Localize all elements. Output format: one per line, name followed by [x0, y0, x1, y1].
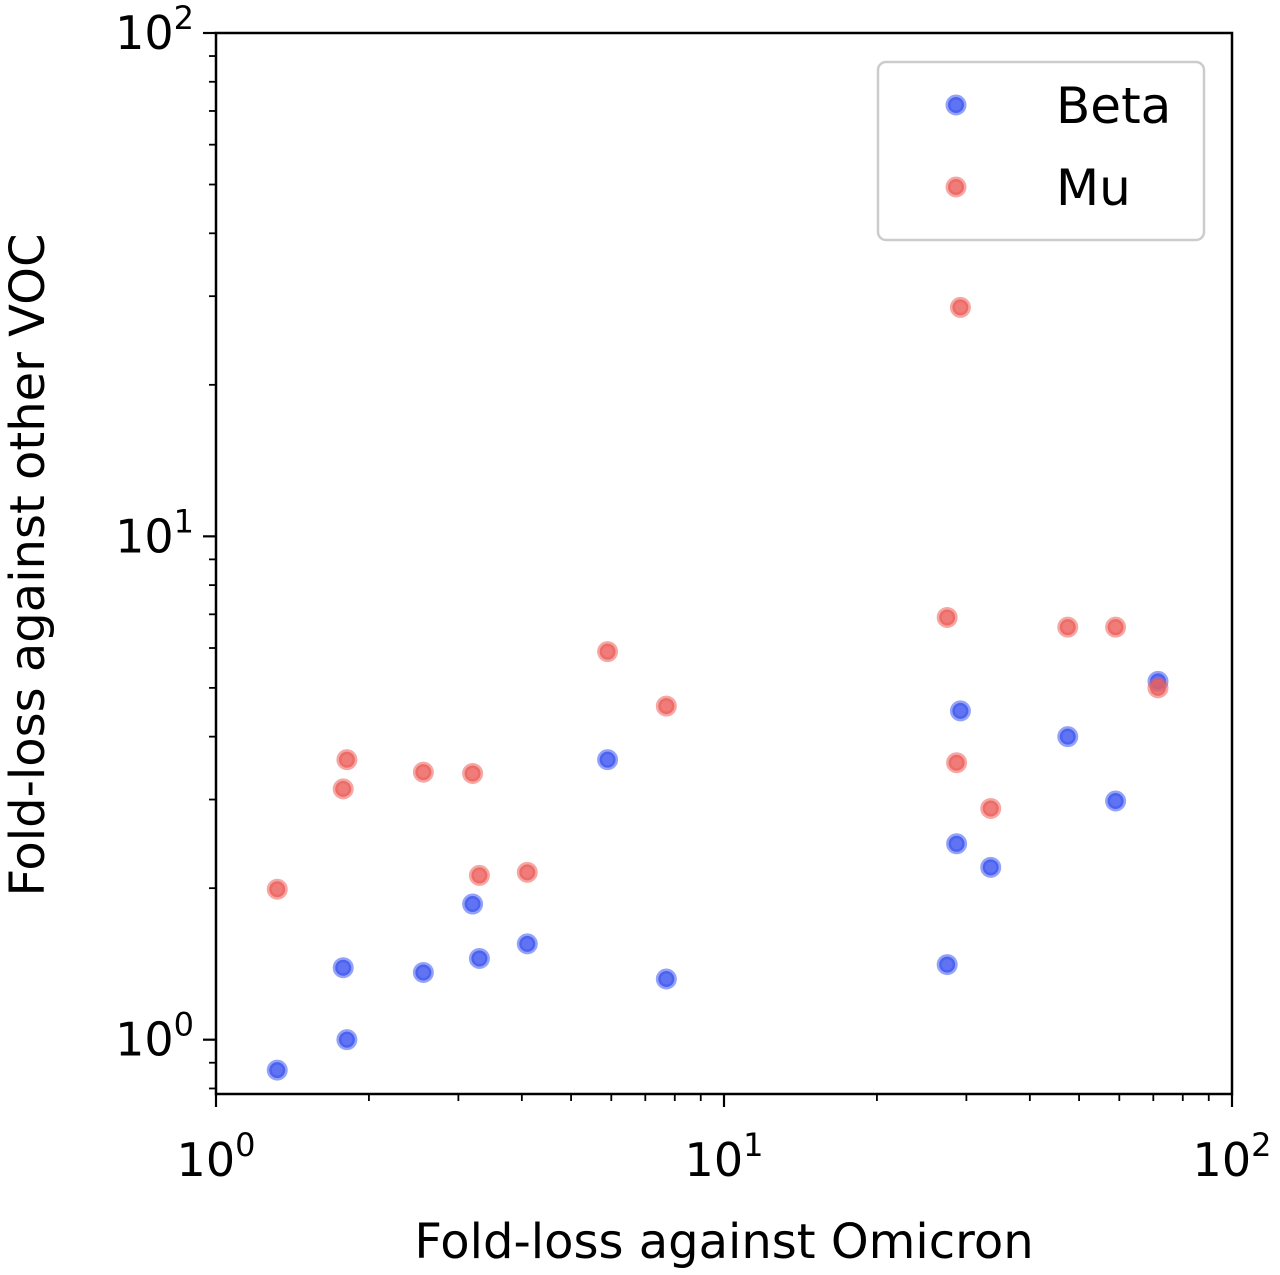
beta-point — [266, 1059, 288, 1081]
tick-labels: 100 101 102 100 101 102 — [115, 0, 1271, 1187]
mu-point — [266, 878, 288, 900]
mu-point — [946, 752, 968, 774]
beta-point — [332, 957, 354, 979]
mu-point — [462, 762, 484, 784]
mu-point — [1105, 616, 1127, 638]
beta-point — [468, 947, 490, 969]
major-ticks — [203, 31, 1234, 1107]
beta-point — [462, 893, 484, 915]
y-tick-label: 102 — [115, 0, 194, 60]
beta-point — [412, 961, 434, 983]
legend-marker-beta — [945, 94, 967, 116]
legend-label-mu: Mu — [1056, 159, 1131, 217]
mu-point — [936, 606, 958, 628]
x-axis-label: Fold-loss against Omicron — [414, 1214, 1033, 1270]
mu-point — [1057, 616, 1079, 638]
mu-point — [332, 778, 354, 800]
plot-frame — [214, 31, 1234, 1096]
mu-point — [655, 695, 677, 717]
mu-point — [516, 861, 538, 883]
mu-point — [468, 864, 490, 886]
y-tick-label: 101 — [115, 502, 194, 563]
beta-point — [655, 968, 677, 990]
mu-point — [1147, 677, 1169, 699]
beta-point — [1105, 790, 1127, 812]
legend-marker-mu — [945, 176, 967, 198]
beta-point — [1057, 726, 1079, 748]
data-points — [266, 296, 1169, 1081]
y-axis-label: Fold-loss against other VOC — [0, 234, 56, 897]
beta-point — [949, 700, 971, 722]
x-tick-label: 100 — [177, 1126, 256, 1187]
x-tick-label: 102 — [1193, 1126, 1272, 1187]
beta-point — [597, 749, 619, 771]
beta-point — [516, 933, 538, 955]
legend: Beta Mu — [876, 60, 1206, 242]
y-tick-label: 100 — [115, 1006, 194, 1067]
beta-point — [946, 833, 968, 855]
mu-point — [980, 797, 1002, 819]
beta-point — [980, 856, 1002, 878]
beta-point — [336, 1029, 358, 1051]
mu-point — [412, 761, 434, 783]
legend-label-beta: Beta — [1056, 77, 1171, 135]
mu-point — [336, 749, 358, 771]
mu-point — [949, 296, 971, 318]
beta-point — [936, 954, 958, 976]
mu-point — [597, 641, 619, 663]
x-tick-label: 101 — [685, 1126, 764, 1187]
